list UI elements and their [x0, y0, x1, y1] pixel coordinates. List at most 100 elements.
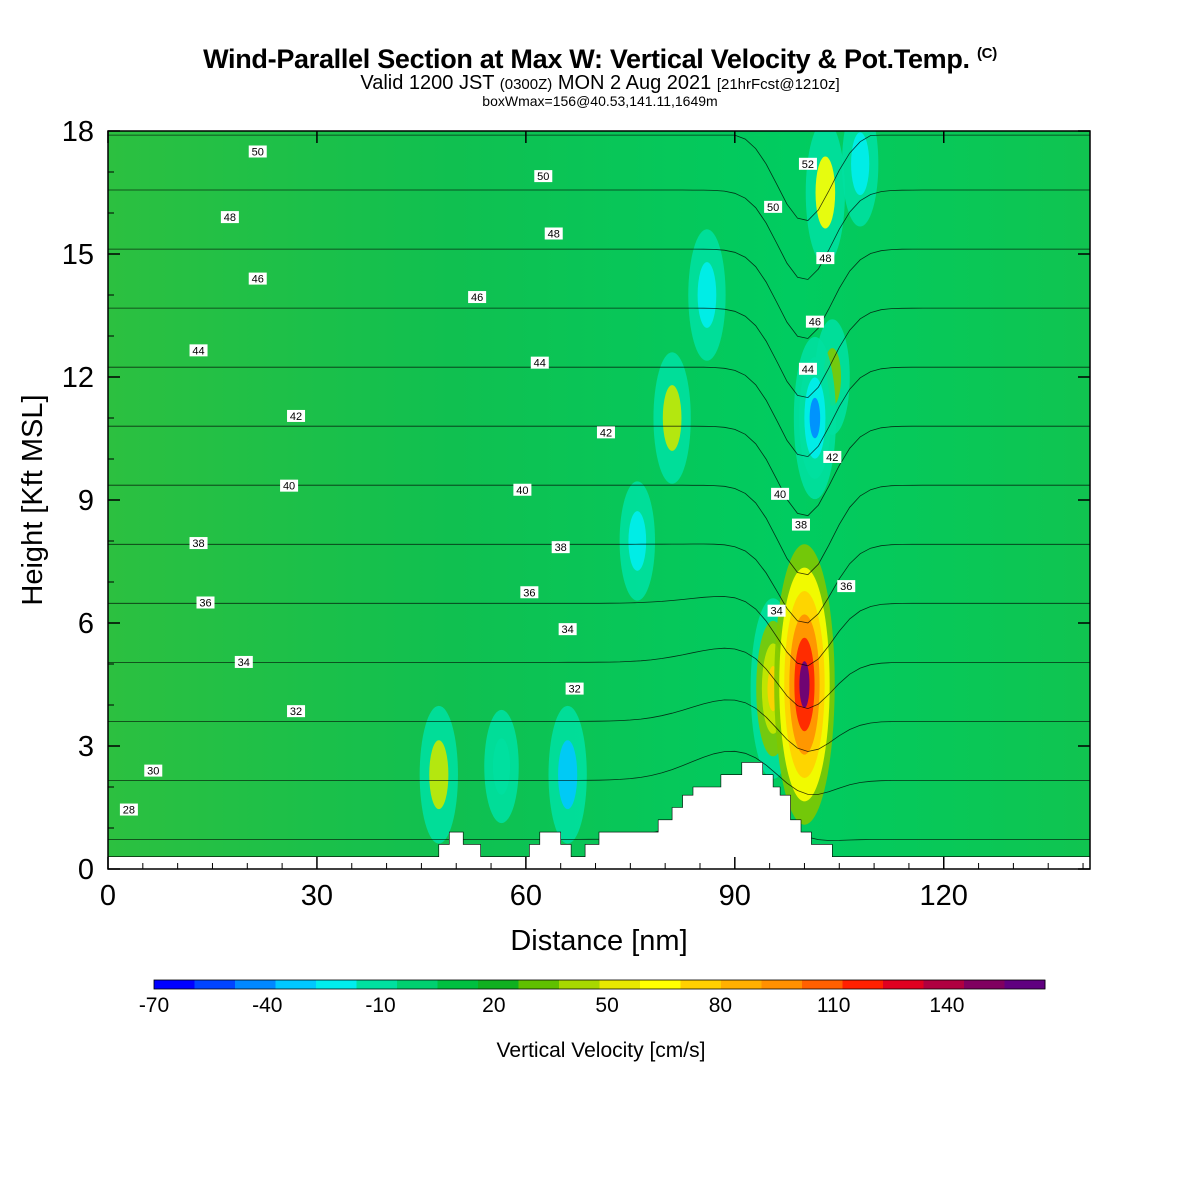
colorbar: -70 -40 -10 20 50 80 110 140: [139, 979, 1046, 1017]
velocity-plume: [799, 661, 810, 708]
isentrope-label-text: 46: [809, 317, 821, 329]
isentrope-label: 44: [530, 356, 549, 370]
isentrope-label-text: 44: [802, 364, 814, 376]
isentrope-label-bg: [791, 518, 810, 531]
isentrope-label: 46: [248, 272, 267, 286]
colorbar-swatch: [1004, 980, 1046, 989]
isentrope-label: 44: [189, 344, 208, 357]
valid-prefix: Valid 1200 JST: [360, 72, 495, 94]
isentrope-line: [108, 189, 1090, 280]
isentrope-label-text: 50: [537, 171, 549, 183]
x-tick-label: 120: [920, 880, 968, 912]
valid-time-line: Valid 1200 JST (0300Z) MON 2 Aug 2021 [2…: [0, 72, 1200, 95]
isentrope-label: 38: [551, 541, 570, 554]
isentrope-label-text: 52: [802, 159, 814, 171]
isentrope-label: 32: [287, 705, 306, 718]
isentrope-label-text: 36: [840, 581, 852, 593]
isentrope-label-bg: [189, 344, 208, 357]
isentrope-label-text: 48: [548, 229, 560, 241]
colorbar-tick-label: 140: [929, 994, 964, 1017]
isentrope-label-bg: [771, 487, 790, 500]
isentrope-label-text: 48: [819, 253, 831, 265]
isentrope-label-text: 32: [568, 684, 580, 696]
isentrope-line: [108, 543, 1090, 624]
colorbar-swatch: [154, 980, 195, 989]
isentrope-label: 34: [234, 655, 253, 669]
isentrope-label: 42: [287, 409, 306, 423]
valid-utc: (0300Z): [499, 76, 553, 93]
isentrope-label-text: 42: [290, 411, 302, 423]
colorbar-swatch: [437, 980, 479, 989]
x-tick-label: 60: [510, 880, 542, 912]
colorbar-swatch: [356, 980, 398, 989]
isentrope-label-text: 50: [252, 147, 264, 159]
colorbar-swatch: [397, 980, 438, 989]
isentrope-line: [108, 307, 1090, 399]
y-tick-label: 9: [78, 485, 94, 517]
plot-area: [108, 131, 1090, 869]
isentrope-label-bg: [837, 580, 856, 593]
isentrope-label: 36: [520, 586, 539, 599]
isentrope-label: 40: [280, 479, 299, 493]
isentrope-line: [108, 484, 1090, 576]
isentrope-line: [108, 425, 1090, 517]
colorbar-tick-label: 110: [817, 994, 850, 1017]
isentrope-label-text: 32: [290, 706, 302, 718]
isentrope-label: 48: [220, 211, 239, 224]
colorbar-swatch: [235, 980, 276, 989]
isentrope-label-text: 34: [562, 624, 574, 636]
isentrope-line: [108, 248, 1090, 339]
isentrope-line: [108, 366, 1090, 458]
colorbar-swatch: [478, 980, 519, 989]
isentrope-label-bg: [144, 764, 163, 777]
isentrope-label-bg: [189, 537, 208, 550]
colorbar-swatch: [316, 980, 357, 989]
isentrope-label-bg: [248, 145, 267, 158]
isentrope-label-bg: [816, 252, 835, 265]
y-tick-label: 6: [78, 608, 94, 640]
isentrope-label: 36: [837, 580, 856, 593]
isentrope-label: 46: [805, 315, 824, 329]
terrain-profile: [108, 762, 1090, 869]
isentrope-label-bg: [119, 803, 138, 816]
isentrope-label-bg: [805, 315, 824, 328]
colorbar-swatch: [721, 980, 762, 989]
isentrope-label-bg: [558, 623, 577, 636]
y-tick-label: 18: [62, 116, 94, 148]
isentrope-line: [108, 699, 1090, 752]
isentrope-label: 42: [596, 426, 615, 439]
isentrope-label-text: 38: [555, 542, 567, 554]
isentrope-label-bg: [530, 356, 549, 369]
isentrope-label: 40: [513, 483, 532, 497]
colorbar-label: Vertical Velocity [cm/s]: [497, 1039, 706, 1062]
box-info: boxWmax=156@40.53,141.11,1649m: [482, 93, 718, 109]
isentrope-label: 28: [119, 803, 138, 817]
isentrope-label-text: 46: [471, 292, 483, 304]
colorbar-swatch: [883, 980, 924, 989]
isentrope-label-bg: [596, 426, 615, 439]
isentrope-label-bg: [280, 479, 299, 492]
isentrope-label-bg: [767, 604, 786, 617]
colorbar-tick-label: -70: [139, 994, 169, 1017]
velocity-plume: [558, 740, 578, 810]
colorbar-tick-label: 20: [482, 994, 505, 1017]
isentrope-label: 50: [248, 145, 267, 159]
colorbar-tick-label: -40: [252, 994, 282, 1017]
velocity-plume: [851, 132, 870, 196]
isentrope-label-text: 48: [224, 212, 236, 224]
isentrope-label-bg: [798, 362, 817, 375]
x-axis-label: Distance [nm]: [510, 925, 687, 957]
isentrope-label: 32: [565, 682, 584, 696]
velocity-plume: [628, 511, 647, 571]
isentrope-label-bg: [798, 157, 817, 170]
y-tick-label: 3: [78, 731, 94, 763]
isentrope-label-bg: [544, 227, 563, 240]
colorbar-tick-label: 80: [709, 994, 732, 1017]
isentrope-label-text: 36: [199, 598, 211, 610]
isentrope-label-text: 42: [826, 452, 838, 464]
colorbar-frame: [153, 979, 1046, 990]
isentrope-label-text: 50: [767, 202, 779, 214]
colorbar-swatch: [518, 980, 560, 989]
